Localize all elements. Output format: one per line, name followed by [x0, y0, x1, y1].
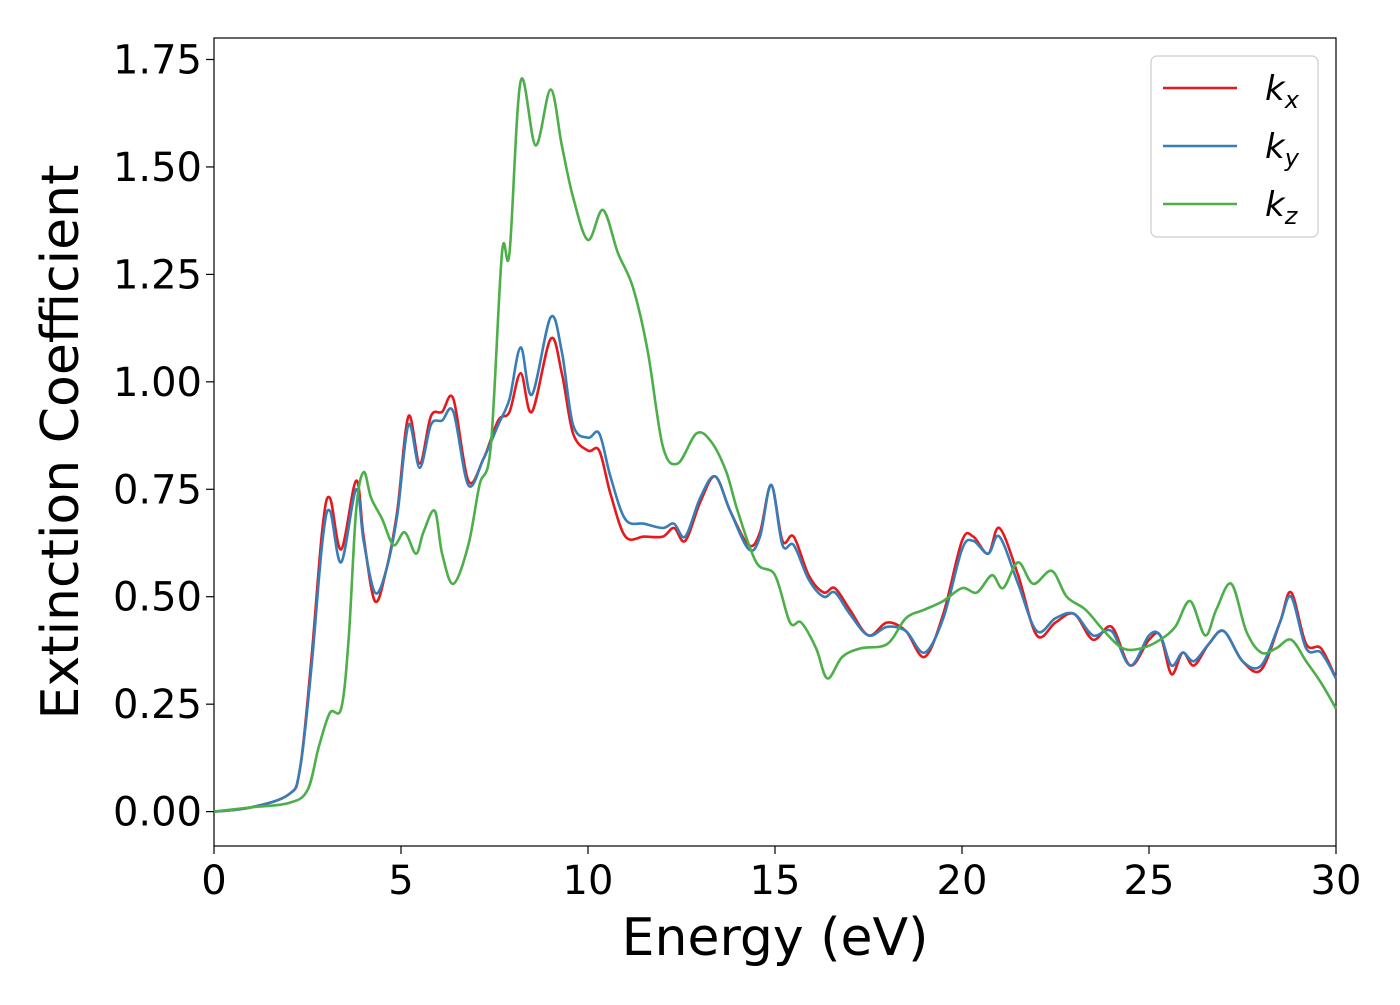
legend-label-y: ky	[1265, 127, 1300, 172]
x-tick-label: 25	[1124, 858, 1175, 904]
y-tick-label: 1.75	[113, 37, 202, 83]
y-tick-label: 1.50	[113, 145, 202, 191]
series-line-z	[213, 77, 1338, 813]
x-tick-label: 10	[563, 858, 614, 904]
plot-area	[213, 37, 1337, 847]
x-tick-label: 15	[750, 858, 801, 904]
series-layer	[213, 77, 1338, 813]
legend-label-x: kx	[1265, 69, 1300, 114]
x-tick-label: 0	[201, 858, 226, 904]
legend-label-z: kz	[1265, 185, 1299, 230]
y-axis-ticks: 0.00 0.25 0.50 0.75 1.00 1.25 1.50 1.75	[113, 37, 214, 836]
x-tick-label: 30	[1311, 858, 1362, 904]
x-tick-label: 5	[388, 858, 413, 904]
y-tick-label: 1.00	[113, 360, 202, 406]
series-line-y	[213, 314, 1338, 813]
plot-frame	[213, 37, 1337, 847]
x-axis-title: Energy (eV)	[622, 908, 929, 968]
legend: kx ky kz	[1150, 55, 1319, 238]
y-tick-label: 0.00	[113, 790, 202, 836]
y-tick-label: 1.25	[113, 252, 202, 298]
y-tick-label: 0.50	[113, 575, 202, 621]
y-axis-title: Extinction Coefficient	[31, 165, 91, 720]
x-axis-ticks: 0 5 10 15 20 25 30	[201, 846, 1361, 904]
x-tick-label: 20	[937, 858, 988, 904]
y-tick-label: 0.25	[113, 682, 202, 728]
y-tick-label: 0.75	[113, 467, 202, 513]
